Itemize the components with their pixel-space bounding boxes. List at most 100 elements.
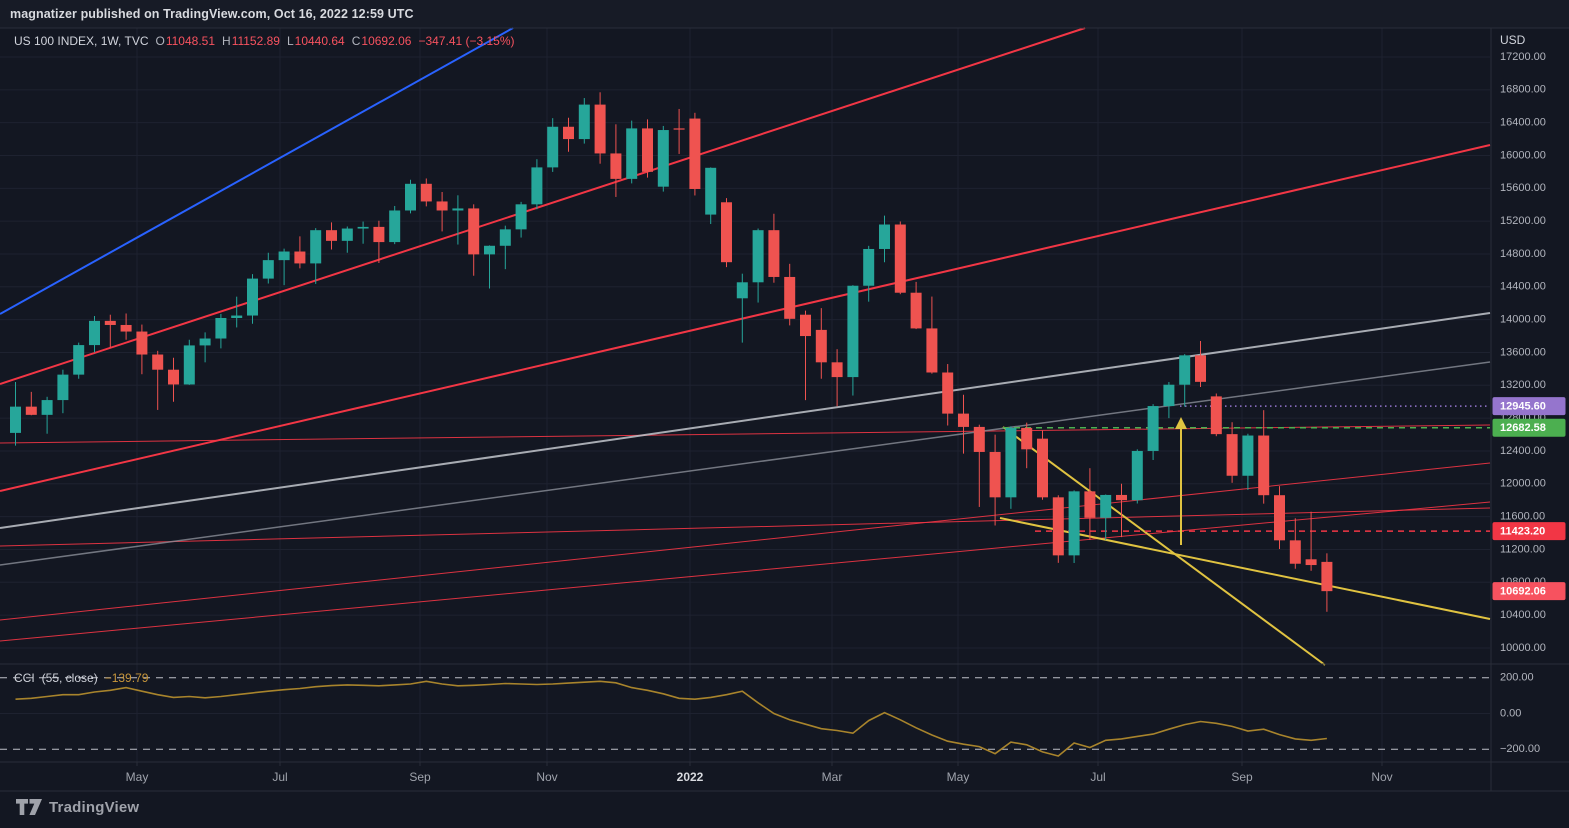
candle	[294, 236, 306, 269]
candle-body	[389, 210, 401, 243]
candle-body	[689, 118, 701, 189]
candle	[168, 357, 179, 402]
candle	[958, 394, 969, 454]
candle-body	[1163, 384, 1175, 407]
time-axis-label: May	[126, 770, 149, 784]
price-badge-text: 10692.06	[1500, 586, 1546, 598]
symbol-title: US 100 INDEX, 1W, TVC	[14, 34, 149, 48]
candle-body	[563, 126, 574, 140]
tradingview-logo-icon	[16, 799, 42, 815]
candle-body	[41, 400, 53, 415]
red-channel-line-4[interactable]	[0, 501, 1491, 642]
candle	[1068, 490, 1080, 563]
time-axis-label: Jul	[1090, 770, 1105, 784]
gray-trend-line-1[interactable]	[0, 312, 1491, 529]
candle	[468, 204, 480, 276]
candle	[1258, 410, 1270, 504]
candle-body	[25, 406, 37, 415]
candle	[1274, 486, 1285, 549]
candle	[1305, 511, 1317, 571]
candle-body	[452, 208, 464, 211]
gray-trend-line-2[interactable]	[0, 361, 1491, 566]
price-tick-label: 13200.00	[1500, 379, 1546, 391]
candle-body	[515, 204, 527, 230]
price-badge: 11423.20	[1492, 522, 1566, 541]
candle	[657, 125, 669, 192]
red-channel-line-3[interactable]	[0, 462, 1491, 621]
candle	[1179, 354, 1191, 407]
candle-body	[910, 292, 922, 329]
price-badge: 12945.60	[1492, 397, 1566, 416]
price-axis[interactable]: USD 17200.00 16800.00 16400.00 16000.00 15600…	[1492, 33, 1566, 755]
candle	[452, 195, 464, 245]
candle	[1100, 494, 1112, 541]
candle-body	[436, 201, 448, 211]
candle	[231, 296, 243, 328]
candle	[531, 159, 543, 210]
candle	[499, 225, 511, 270]
candle-body	[657, 130, 669, 187]
price-tick-label: 16800.00	[1500, 84, 1546, 96]
candle-body	[1242, 435, 1254, 476]
currency-label: USD	[1500, 33, 1526, 47]
candle	[389, 205, 401, 245]
candle-body	[341, 228, 353, 241]
arrow-annotation[interactable]	[1175, 417, 1187, 545]
candle	[436, 192, 448, 232]
candle	[25, 391, 37, 416]
candle-body	[1052, 497, 1064, 556]
blue-trend-line[interactable]	[0, 27, 514, 315]
candle	[863, 245, 875, 302]
price-badge: 12682.58	[1492, 418, 1566, 437]
price-badge-text: 12945.60	[1500, 401, 1546, 413]
red-trend-line-lower[interactable]	[0, 144, 1491, 492]
candle	[73, 342, 85, 379]
price-tick-label: 12000.00	[1500, 478, 1546, 490]
candle-body	[57, 374, 69, 401]
cci-indicator-legend[interactable]: CCI (55, close) −139.79	[14, 671, 148, 685]
candle-body	[136, 331, 148, 355]
candle	[484, 245, 495, 289]
yellow-trend-line-shallow[interactable]	[999, 517, 1491, 620]
candle-body	[958, 413, 969, 427]
candle	[547, 118, 559, 172]
candle-body	[642, 128, 653, 172]
symbol-legend[interactable]: US 100 INDEX, 1W, TVC O11048.51 H11152.8…	[14, 34, 515, 48]
candle	[768, 213, 780, 283]
candle-body	[1037, 438, 1048, 498]
candle-body	[800, 314, 811, 337]
cci-tick-label: 200.00	[1500, 672, 1534, 684]
candle-body	[183, 345, 195, 385]
time-axis[interactable]: May Jul Sep Nov 2022 Mar May Jul Sep Nov	[126, 762, 1393, 784]
cci-panel-layer	[0, 677, 1490, 757]
candle	[989, 434, 1001, 526]
price-tick-label: 10000.00	[1500, 642, 1546, 654]
price-tick-label: 14400.00	[1500, 281, 1546, 293]
candle-body	[405, 183, 416, 211]
candle-body	[1305, 559, 1317, 566]
candle-body	[1131, 450, 1143, 501]
red-channel-line-2[interactable]	[0, 507, 1491, 547]
candle	[326, 222, 337, 250]
candle-body	[721, 202, 732, 263]
candle	[705, 167, 717, 225]
attribution-bar	[0, 0, 1569, 28]
candle-body	[815, 329, 827, 363]
tradingview-logo[interactable]: TradingView	[16, 799, 139, 816]
candle-body	[894, 224, 906, 293]
candle-body	[215, 317, 227, 339]
candle-body	[594, 104, 606, 154]
red-trend-line-upper[interactable]	[0, 27, 1086, 385]
candle	[247, 274, 258, 324]
candle	[1321, 553, 1333, 612]
price-tick-label: 16400.00	[1500, 117, 1546, 129]
red-channel-line-1[interactable]	[0, 424, 1491, 444]
candle	[262, 252, 274, 284]
candle	[1084, 468, 1096, 541]
yellow-trend-line-steep[interactable]	[1002, 426, 1326, 666]
price-tick-label: 14800.00	[1500, 248, 1546, 260]
candle	[689, 112, 701, 196]
candle	[41, 396, 53, 434]
